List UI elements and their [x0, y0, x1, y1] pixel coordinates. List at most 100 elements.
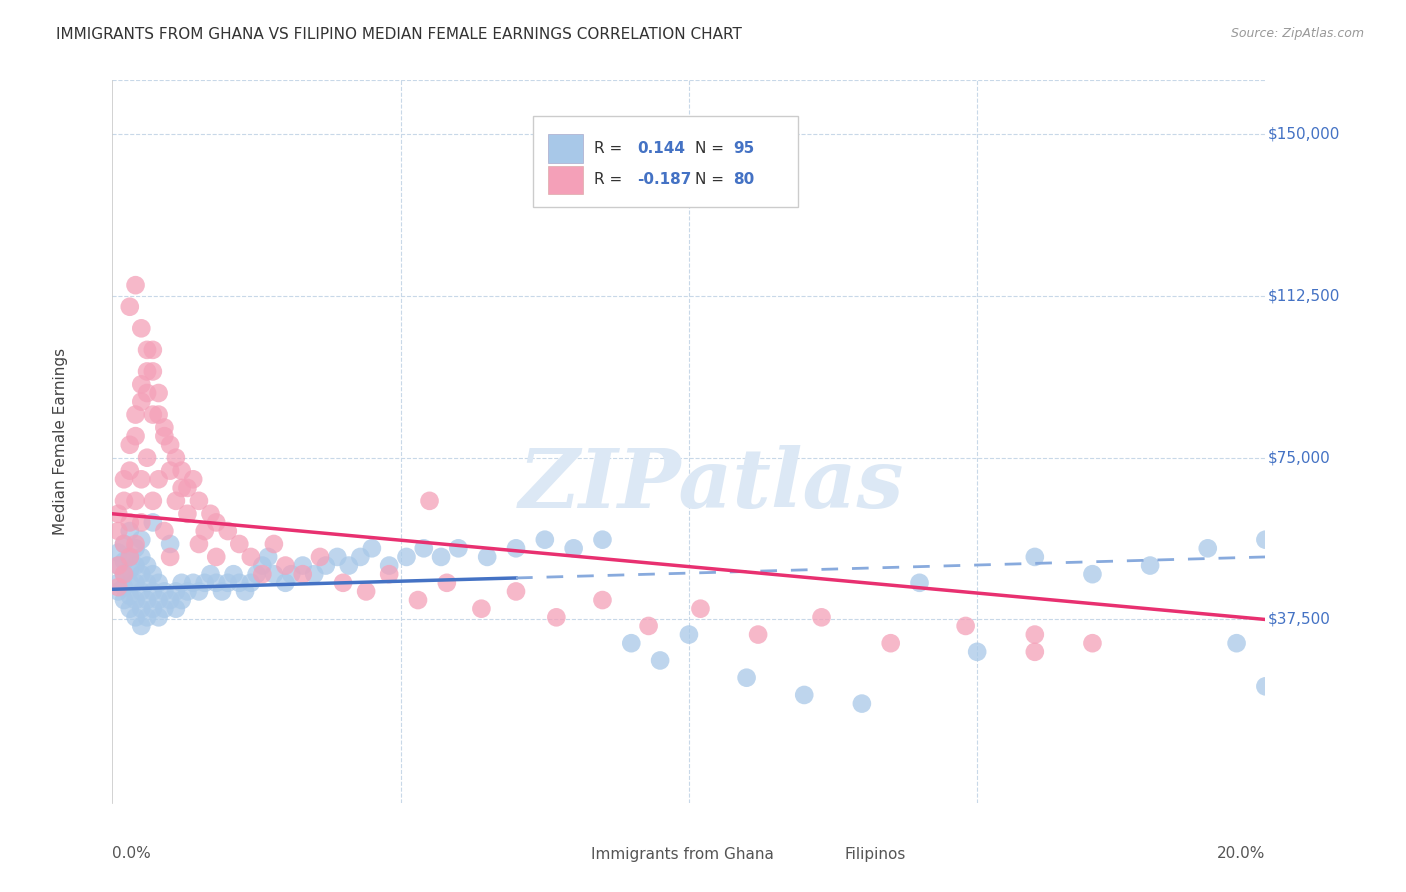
Point: [165, 450, 187, 465]
Point: [159, 537, 181, 551]
Point: [112, 567, 135, 582]
Point: [181, 575, 204, 590]
Point: [274, 558, 297, 573]
Point: [1197, 541, 1219, 556]
Point: [124, 593, 146, 607]
Point: [112, 567, 135, 582]
Point: [880, 636, 903, 650]
Point: [470, 601, 492, 615]
Text: IMMIGRANTS FROM GHANA VS FILIPINO MEDIAN FEMALE EARNINGS CORRELATION CHART: IMMIGRANTS FROM GHANA VS FILIPINO MEDIAN…: [56, 27, 742, 42]
Point: [136, 364, 159, 378]
Point: [475, 549, 499, 564]
Point: [546, 610, 568, 624]
Point: [304, 567, 326, 582]
Point: [291, 558, 314, 573]
Point: [129, 533, 153, 547]
Point: [136, 575, 159, 590]
Point: [112, 472, 135, 486]
Point: [107, 507, 129, 521]
Point: [148, 408, 170, 422]
Point: [153, 524, 176, 538]
Point: [181, 472, 204, 486]
Point: [153, 429, 176, 443]
Point: [118, 300, 141, 314]
Point: [211, 584, 233, 599]
Point: [107, 546, 129, 560]
Point: [136, 593, 159, 607]
Point: [129, 567, 153, 582]
Point: [205, 549, 228, 564]
Point: [142, 408, 165, 422]
Point: [153, 420, 176, 434]
Point: [257, 549, 280, 564]
Point: [678, 627, 700, 641]
Point: [159, 593, 181, 607]
Text: R =: R =: [595, 172, 623, 187]
Point: [309, 549, 332, 564]
Point: [165, 493, 187, 508]
Point: [107, 584, 129, 599]
Point: [851, 697, 873, 711]
Point: [505, 541, 527, 556]
Text: Filipinos: Filipinos: [845, 847, 905, 863]
Point: [228, 575, 250, 590]
Text: ZIPatlas: ZIPatlas: [519, 445, 904, 524]
Point: [124, 429, 146, 443]
Point: [159, 549, 181, 564]
Text: N =: N =: [695, 142, 724, 156]
Point: [378, 558, 401, 573]
Point: [136, 610, 159, 624]
Point: [170, 481, 193, 495]
Point: [246, 567, 269, 582]
Point: [129, 516, 153, 530]
Point: [592, 593, 614, 607]
Point: [142, 493, 165, 508]
Text: N =: N =: [695, 172, 724, 187]
Text: -0.187: -0.187: [637, 172, 692, 187]
Point: [326, 549, 349, 564]
Point: [263, 537, 285, 551]
Point: [107, 575, 129, 590]
Point: [148, 386, 170, 401]
Point: [810, 610, 832, 624]
Point: [136, 450, 159, 465]
Point: [1254, 533, 1277, 547]
Point: [188, 584, 211, 599]
Point: [406, 593, 429, 607]
Point: [252, 558, 274, 573]
Point: [188, 537, 211, 551]
Point: [142, 567, 165, 582]
Text: $75,000: $75,000: [1268, 450, 1330, 466]
Point: [360, 541, 382, 556]
Point: [124, 408, 146, 422]
Point: [217, 575, 239, 590]
Point: [124, 541, 146, 556]
Point: [129, 394, 153, 409]
Point: [118, 516, 141, 530]
Point: [118, 549, 141, 564]
Point: [188, 493, 211, 508]
Point: [124, 610, 146, 624]
Point: [747, 627, 769, 641]
Point: [118, 563, 141, 577]
Point: [592, 533, 614, 547]
Point: [118, 589, 141, 603]
Point: [637, 619, 659, 633]
Point: [505, 584, 527, 599]
Point: [112, 580, 135, 594]
Text: 80: 80: [733, 172, 754, 187]
Point: [118, 464, 141, 478]
Point: [129, 584, 153, 599]
Point: [170, 575, 193, 590]
Point: [354, 584, 377, 599]
Point: [129, 321, 153, 335]
Point: [129, 549, 153, 564]
Text: R =: R =: [595, 142, 623, 156]
Point: [112, 554, 135, 568]
Point: [239, 575, 262, 590]
Point: [1254, 679, 1277, 693]
Point: [252, 567, 274, 582]
Point: [176, 507, 198, 521]
Text: Median Female Earnings: Median Female Earnings: [53, 348, 67, 535]
Point: [124, 575, 146, 590]
